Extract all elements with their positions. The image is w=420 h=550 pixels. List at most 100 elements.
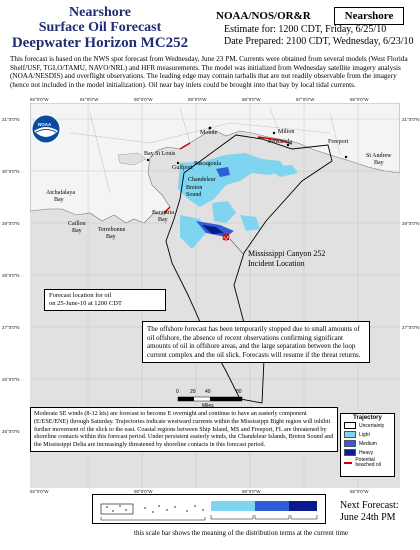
noaa-logo-text: NOAA bbox=[38, 122, 52, 127]
legend-label: Medium bbox=[359, 440, 377, 447]
legend-label: Potential beached oil bbox=[355, 457, 381, 468]
place-st-andrew: St Andrew bbox=[366, 153, 392, 159]
lon-tick-label-bottom: 88°0'0"W bbox=[242, 489, 261, 494]
lon-tick-label: 90°0'0"W bbox=[134, 97, 153, 102]
lat-tick-label: 31°0'0"N bbox=[2, 117, 20, 122]
distribution-scale-bar bbox=[92, 494, 326, 524]
scale-unit: Miles bbox=[202, 403, 214, 409]
lon-tick-label: 91°0'0"W bbox=[80, 97, 99, 102]
lat-tick-label: 26°0'0"N bbox=[2, 377, 20, 382]
scale-tick-40: 40 bbox=[205, 389, 211, 395]
lat-tick-label-right: 27°0'0"N bbox=[402, 325, 420, 330]
forecast-location-line-1: Forecast location for oil bbox=[49, 292, 112, 299]
tarball-dots bbox=[106, 505, 204, 513]
next-forecast-line-1: Next Forecast: bbox=[340, 500, 399, 511]
legend-label: Heavy bbox=[359, 449, 374, 456]
legend-title: Trajectory bbox=[353, 415, 382, 421]
lat-tick-label-right: 31°0'0"N bbox=[402, 117, 420, 122]
legend-swatch-medium bbox=[344, 440, 356, 447]
lat-tick-label: 28°0'0"N bbox=[2, 273, 20, 278]
place-caillou-bay: Bay bbox=[72, 228, 82, 234]
lat-tick-label: 27°0'0"N bbox=[2, 325, 20, 330]
oil-light bbox=[178, 153, 298, 249]
map-scale-bar bbox=[177, 396, 243, 402]
lon-tick-label: 86°0'0"W bbox=[350, 97, 369, 102]
coast-land bbox=[29, 102, 401, 224]
nearshore-badge: Nearshore bbox=[334, 7, 404, 25]
incident-marker bbox=[222, 233, 245, 256]
place-barataria-bay: Bay bbox=[158, 217, 168, 223]
lon-tick-label: 88°0'0"W bbox=[242, 97, 261, 102]
legend-label: Uncertainty bbox=[359, 422, 385, 429]
legend-item: Uncertainty bbox=[341, 421, 394, 430]
place-caillou: Caillou bbox=[68, 221, 86, 227]
place-terrebonne: Terrebonne bbox=[98, 227, 126, 233]
lon-tick-label: 89°0'0"W bbox=[188, 97, 207, 102]
oil-heavy bbox=[202, 225, 224, 234]
prepared-line: Date Prepared: 2100 CDT, Wednesday, 6/23… bbox=[224, 36, 414, 47]
place-milton: Milton bbox=[278, 129, 295, 135]
lat-tick-label: 30°0'0"N bbox=[2, 169, 20, 174]
lon-tick-label: 92°0'0"W bbox=[30, 97, 49, 102]
place-terrebonne-bay: Bay bbox=[106, 234, 116, 240]
place-atchafalaya: Atchafalaya bbox=[46, 190, 75, 196]
estimate-line: Estimate for: 1200 CDT, Friday, 6/25/10 bbox=[224, 24, 387, 35]
agency-label: NOAA/NOS/OR&R bbox=[216, 10, 311, 22]
scale-tick-80: 80 bbox=[236, 389, 242, 395]
trajectory-legend: Trajectory Uncertainty Light Medium Heav… bbox=[340, 413, 395, 477]
legend-swatch-beached bbox=[344, 462, 353, 464]
lon-tick-label-bottom: 92°0'0"W bbox=[30, 489, 49, 494]
forecast-location-line-2: on 25-June-10 at 1200 CDT bbox=[49, 300, 122, 307]
estimate-block: Estimate for: 1200 CDT, Friday, 6/25/10 … bbox=[224, 24, 414, 48]
next-forecast-line-2: June 24th PM bbox=[340, 512, 396, 523]
place-mobile: Mobile bbox=[200, 130, 218, 136]
legend-swatch-heavy bbox=[344, 449, 356, 456]
lat-tick-label: 25°0'0"N bbox=[2, 429, 20, 434]
city-dots bbox=[146, 126, 348, 165]
intro-paragraph: This forecast is based on the NWS spot f… bbox=[10, 55, 408, 89]
title-line-3: Deepwater Horizon MC252 bbox=[11, 35, 189, 51]
lat-tick-label: 29°0'0"N bbox=[2, 221, 20, 226]
inland-lines bbox=[69, 107, 341, 194]
place-breton: Breton bbox=[186, 185, 203, 191]
legend-item: Heavy bbox=[341, 448, 394, 457]
map-area: 92°0'0"W 91°0'0"W 90°0'0"W 89°0'0"W 88°0… bbox=[2, 97, 420, 494]
scale-bar-caption: this scale bar shows the meaning of the … bbox=[134, 529, 349, 537]
offshore-note: The offshore forecast has been temporari… bbox=[142, 321, 370, 364]
scale-tick-20: 20 bbox=[190, 389, 196, 395]
title-line-2: Surface Oil Forecast bbox=[38, 20, 162, 35]
place-atchafalaya-bay: Bay bbox=[54, 197, 64, 203]
place-sound: Sound bbox=[186, 192, 202, 198]
place-pascagoula: Pascagoula bbox=[194, 161, 221, 167]
legend-item: Potential beached oil bbox=[341, 457, 394, 469]
forecast-paragraph: Moderate SE winds (8-12 kts) are forecas… bbox=[30, 407, 338, 452]
place-st-andrew-bay: Bay bbox=[374, 160, 384, 166]
place-bay-st-louis: Bay St Louis bbox=[144, 151, 176, 157]
legend-item: Light bbox=[341, 430, 394, 439]
distribution-svg bbox=[100, 501, 318, 521]
legend-swatch-light bbox=[344, 431, 356, 438]
incident-label-line-1: Mississippi Canyon 252 bbox=[248, 249, 326, 258]
legend-item: Medium bbox=[341, 439, 394, 448]
beached-oil bbox=[163, 136, 293, 214]
noaa-logo bbox=[31, 114, 61, 144]
lon-tick-label-bottom: 90°0'0"W bbox=[134, 489, 153, 494]
place-barataria: Barataria bbox=[152, 210, 174, 216]
place-pensacola: Pensacola bbox=[268, 139, 292, 145]
incident-label-line-2: Incident Location bbox=[248, 259, 305, 268]
forecast-location-box: Forecast location for oil on 25-June-10 … bbox=[44, 289, 166, 311]
incident-label: Mississippi Canyon 252 Incident Location bbox=[248, 249, 325, 269]
place-gulfport: Gulfport bbox=[172, 165, 193, 171]
lon-tick-label: 87°0'0"W bbox=[296, 97, 315, 102]
legend-swatch-uncertainty bbox=[344, 422, 356, 429]
next-forecast: Next Forecast: June 24th PM bbox=[340, 500, 415, 524]
place-chandeleur: Chandeleur bbox=[188, 177, 216, 183]
lon-tick-label-bottom: 86°0'0"W bbox=[350, 489, 369, 494]
scale-tick-0: 0 bbox=[176, 389, 179, 395]
place-freeport: Freeport bbox=[328, 139, 349, 145]
title-line-1: Nearshore bbox=[69, 5, 131, 20]
uncertainty-outline bbox=[165, 134, 333, 404]
legend-label: Light bbox=[359, 431, 370, 438]
lake-pontchartrain bbox=[117, 152, 147, 166]
lat-tick-label-right: 29°0'0"N bbox=[402, 221, 420, 226]
